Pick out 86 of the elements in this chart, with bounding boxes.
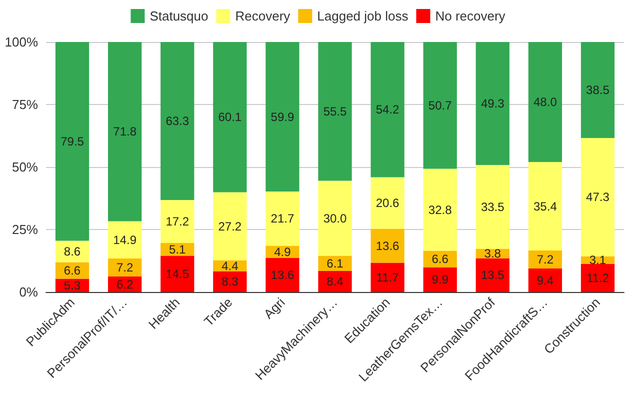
bar <box>580 264 615 292</box>
bar <box>476 42 510 165</box>
data-label: 55.5 <box>323 104 347 118</box>
data-label: 7.2 <box>116 260 134 274</box>
data-label: 35.4 <box>534 199 558 214</box>
bar <box>160 256 194 292</box>
data-label: 79.5 <box>60 134 84 148</box>
data-label: 49.3 <box>480 96 505 110</box>
data-label: 60.1 <box>218 110 242 124</box>
data-label: 6.2 <box>116 277 134 292</box>
data-label: 11.7 <box>376 270 400 284</box>
bar <box>55 240 90 262</box>
data-label: 9.9 <box>432 272 449 287</box>
data-label: 6.6 <box>432 252 449 266</box>
bar <box>370 42 404 178</box>
bar <box>580 42 615 138</box>
bar <box>476 258 510 292</box>
data-label: 5.1 <box>169 242 186 256</box>
data-label: 13.5 <box>480 268 505 282</box>
data-label: 32.8 <box>428 202 452 217</box>
bar <box>160 42 194 200</box>
data-label: 71.8 <box>113 124 137 139</box>
data-label: 33.5 <box>480 200 505 214</box>
data-label: 20.6 <box>376 196 400 210</box>
data-label: 14.9 <box>113 232 137 247</box>
bar <box>160 200 194 243</box>
data-label: 3.1 <box>589 253 606 268</box>
legend-label: Lagged job loss <box>317 8 409 24</box>
data-label: 13.6 <box>270 268 294 282</box>
data-label: 8.3 <box>222 274 239 289</box>
y-tick-label: 25% <box>12 222 38 237</box>
data-label: 59.9 <box>270 110 294 124</box>
data-label: 4.9 <box>274 244 292 259</box>
bar <box>213 192 247 260</box>
bar <box>318 271 352 292</box>
data-label: 21.7 <box>270 212 294 226</box>
bar <box>476 165 510 249</box>
data-label: 17.2 <box>166 214 190 228</box>
data-label: 8.4 <box>326 274 344 288</box>
bar <box>318 180 352 256</box>
data-label: 6.6 <box>64 264 81 278</box>
data-label: 13.6 <box>376 238 400 253</box>
bar <box>423 267 457 292</box>
legend-label: Statusquo <box>150 8 208 24</box>
bar <box>370 262 404 292</box>
bar <box>108 42 142 222</box>
legend-label: Recovery <box>235 8 291 24</box>
bar <box>528 250 562 268</box>
y-tick-label: 75% <box>12 97 38 112</box>
bar <box>266 192 300 246</box>
data-label: 63.3 <box>166 114 190 128</box>
data-label: 30.0 <box>323 211 347 226</box>
bar <box>528 268 562 292</box>
data-label: 7.2 <box>536 252 554 266</box>
bar <box>528 162 562 250</box>
bar <box>423 42 457 169</box>
data-label: 48.0 <box>534 95 558 109</box>
bar <box>266 258 300 292</box>
bar <box>108 258 142 276</box>
data-label: 38.5 <box>586 83 610 97</box>
bar <box>213 42 247 192</box>
bar <box>528 42 562 162</box>
data-label: 8.6 <box>64 244 81 258</box>
bar <box>318 42 352 181</box>
bar <box>580 138 615 256</box>
data-label: 3.8 <box>484 246 502 260</box>
data-label: 47.3 <box>586 190 610 204</box>
data-label: 54.2 <box>376 102 400 117</box>
bar <box>423 168 457 251</box>
y-tick-label: 0% <box>19 284 38 300</box>
data-label: 27.2 <box>218 219 242 234</box>
y-tick-label: 100% <box>4 34 38 50</box>
data-label: 4.4 <box>222 258 239 273</box>
legend-label: No recovery <box>435 8 506 24</box>
bar <box>55 42 90 241</box>
data-label: 11.2 <box>586 271 610 285</box>
bar <box>108 221 142 258</box>
data-label: 5.3 <box>64 278 81 292</box>
y-tick-label: 50% <box>12 160 38 174</box>
data-label: 9.4 <box>536 273 554 288</box>
bar <box>370 228 404 263</box>
data-label: 14.5 <box>166 266 190 281</box>
data-label: 6.1 <box>326 256 344 270</box>
bar <box>266 42 300 192</box>
data-label: 50.7 <box>428 98 452 112</box>
bar <box>370 177 404 229</box>
